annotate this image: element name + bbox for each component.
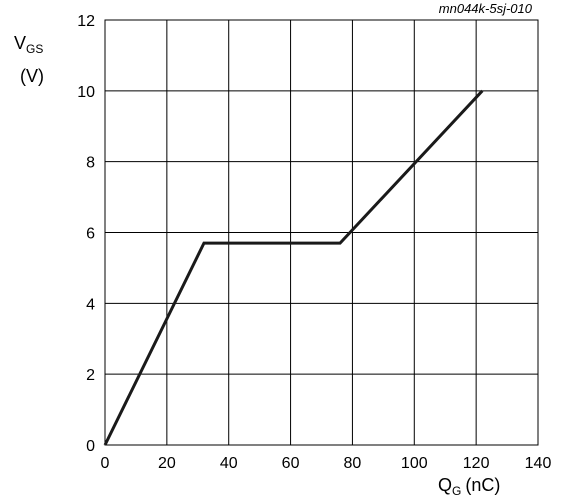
y-tick-label: 6 [86,226,95,243]
x-tick-label: 120 [463,455,490,472]
x-axis-unit: (nC) [465,475,500,495]
x-axis-symbol: Q [438,475,452,495]
x-tick-label: 140 [525,455,552,472]
y-tick-label: 2 [86,367,95,384]
figure-id: mn044k-5sj-010 [439,1,533,16]
x-axis-subscript: G [452,484,461,498]
y-axis-symbol: V [14,33,26,53]
y-tick-label: 4 [86,296,95,313]
plot-frame [104,19,539,446]
x-tick-label: 40 [220,455,238,472]
y-tick-label: 10 [77,84,95,101]
x-tick-label: 0 [101,455,110,472]
x-tick-label: 100 [401,455,428,472]
x-tick-labels: 0 20 40 60 80 100 120 140 [101,455,552,472]
y-tick-label: 8 [86,155,95,172]
y-tick-label: 0 [86,438,95,455]
series-line [103,89,484,446]
grid-lines [104,19,539,446]
y-axis-subscript: GS [26,42,43,56]
data-series [103,89,484,446]
x-tick-label: 80 [344,455,362,472]
y-axis-unit: (V) [20,66,44,86]
y-tick-label: 12 [77,13,95,30]
x-tick-label: 60 [282,455,300,472]
x-tick-label: 20 [158,455,176,472]
y-tick-labels: 0 2 4 6 8 10 12 [77,13,95,455]
y-axis-label: VGS [14,33,43,56]
x-axis-label: QG (nC) [438,475,500,498]
